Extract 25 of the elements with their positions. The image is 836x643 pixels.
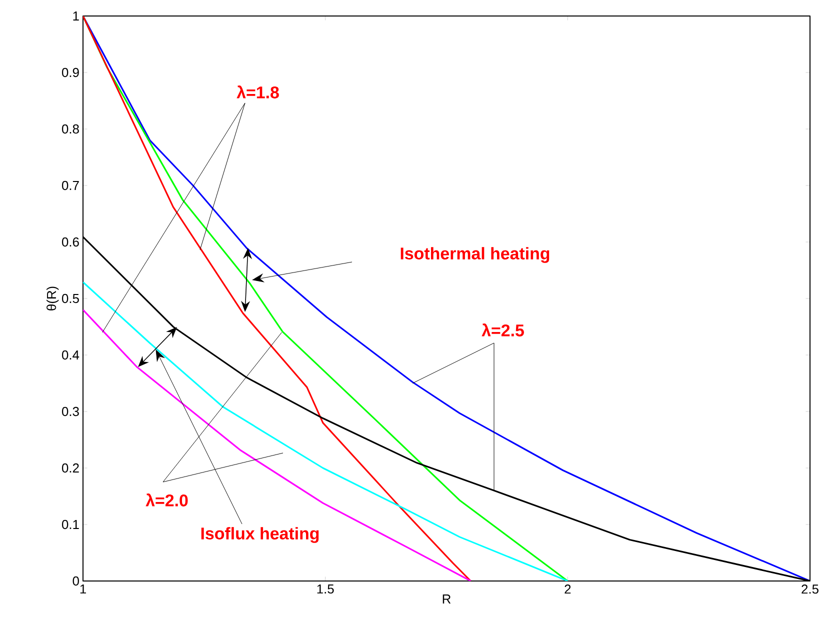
y-tick-label: 0.2 [62, 463, 79, 473]
y-tick-label: 0 [72, 576, 79, 586]
annotation: Isothermal heating [400, 247, 550, 263]
x-tick-label: 2.5 [802, 584, 818, 594]
line-series [83, 309, 472, 581]
y-tick-label: 0.6 [62, 237, 79, 247]
x-tick-label: 1 [80, 584, 86, 594]
line-series [83, 281, 568, 581]
y-tick-label: 0.1 [62, 520, 79, 530]
y-tick-label: 0.5 [62, 294, 79, 304]
y-tick-label: 0.8 [62, 124, 79, 134]
y-tick-label: 0.9 [62, 68, 79, 78]
y-tick-label: 0.7 [62, 180, 79, 190]
x-tick-label: 1.5 [317, 584, 334, 594]
x-axis-title: R [442, 594, 451, 604]
y-tick-label: 0.3 [62, 406, 79, 416]
annotation: λ=2.5 [482, 324, 524, 336]
y-tick-label: 1 [73, 12, 79, 20]
y-axis-title: θ(R) [46, 286, 59, 310]
y-tick-label: 0.4 [62, 350, 80, 360]
annotation: λ=1.8 [236, 86, 279, 98]
annotation: Isoflux heating [201, 527, 319, 543]
annotation: λ=2.0 [146, 494, 188, 506]
line-series [83, 16, 810, 581]
x-tick-label: 2 [564, 584, 571, 594]
